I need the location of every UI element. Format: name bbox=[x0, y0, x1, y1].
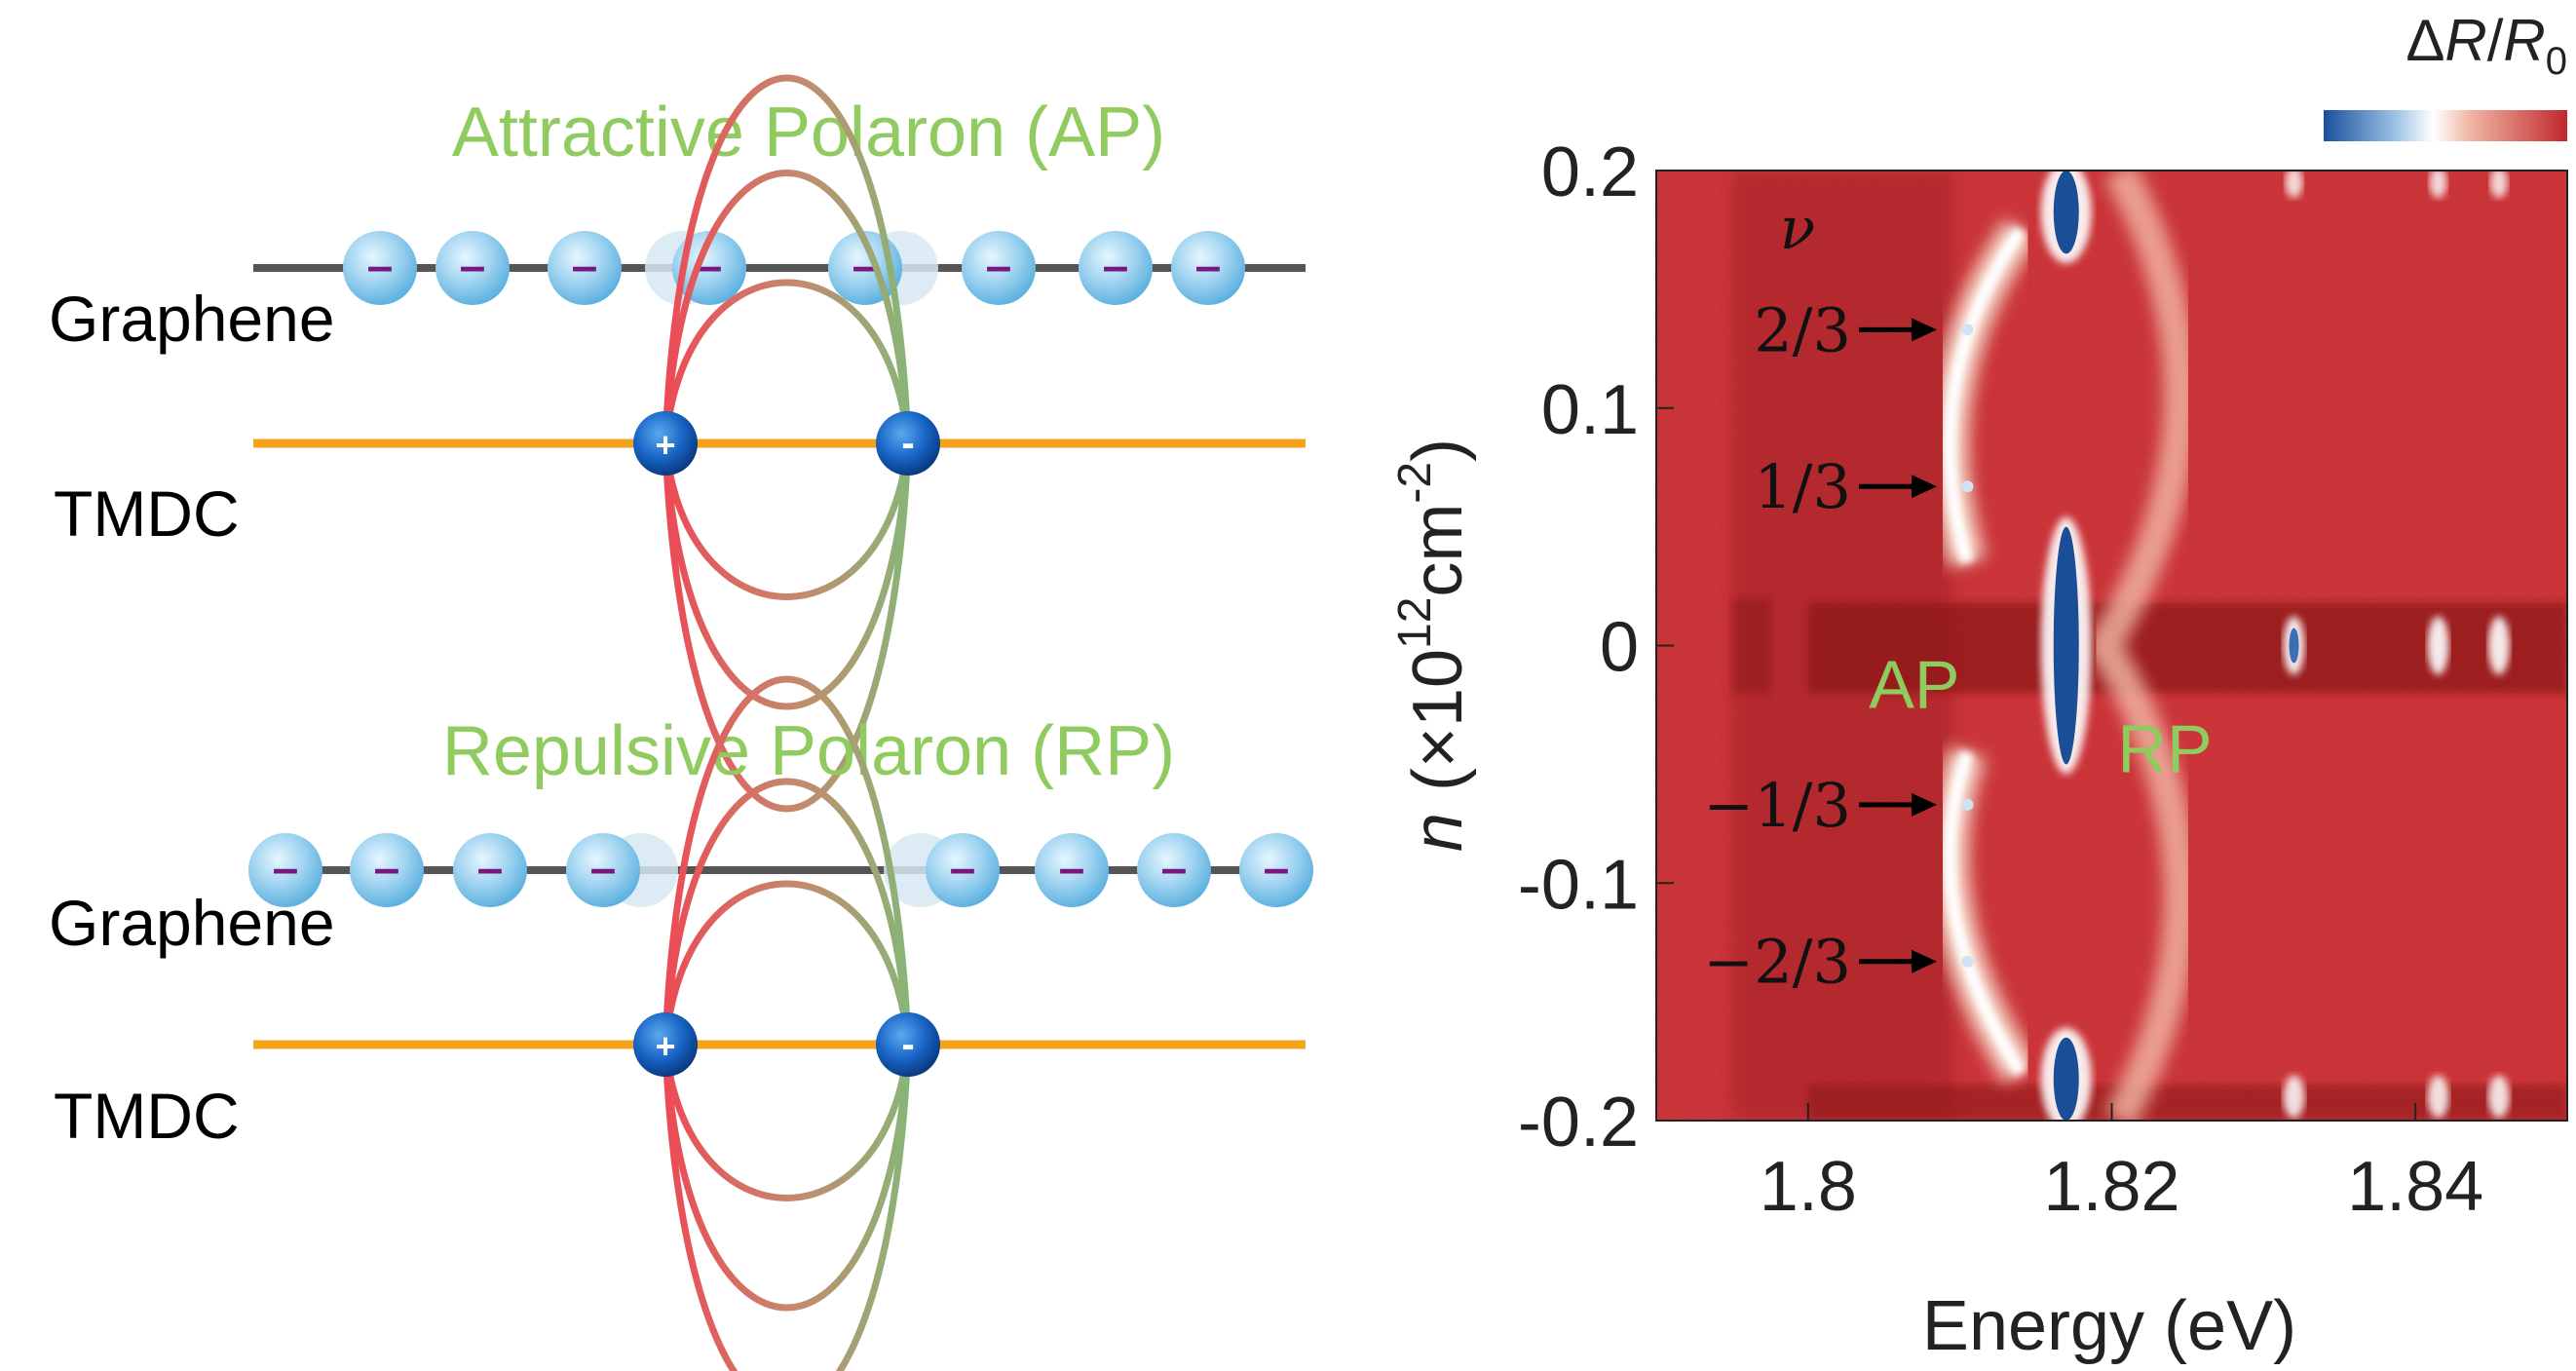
ap-electron: - bbox=[876, 411, 940, 476]
rp-hole: + bbox=[633, 1012, 698, 1077]
x-tick-label: 1.8 bbox=[1760, 1148, 1857, 1226]
rp-field-lines bbox=[662, 675, 912, 1371]
colorbar-label: ΔR/R0 bbox=[2406, 8, 2567, 83]
electron-sphere bbox=[453, 833, 527, 907]
charge-mark: – bbox=[572, 241, 598, 292]
electron-sphere bbox=[343, 231, 417, 305]
electron-sphere bbox=[926, 833, 1000, 907]
heatmap-chart: ΔR/R0 0.2 0.1 0 -0.1 -0.2 1.8 1.82 1.84 ν 2/3 1/3… bbox=[1389, 8, 2568, 1365]
field-line bbox=[662, 880, 912, 1048]
ap-hole: + bbox=[633, 411, 698, 476]
electron-sphere bbox=[1137, 833, 1211, 907]
field-line bbox=[662, 170, 912, 447]
ap-graphene-label: Graphene bbox=[49, 283, 335, 355]
charge-mark: – bbox=[460, 241, 486, 292]
charge-mark: – bbox=[590, 843, 617, 895]
electron-sphere bbox=[350, 833, 424, 907]
y-tick-label: 0.1 bbox=[1541, 371, 1639, 449]
charge-mark: – bbox=[477, 843, 504, 895]
branch-label: AP bbox=[1869, 647, 1959, 723]
charge-mark: – bbox=[1161, 843, 1188, 895]
rp-tmdc-label: TMDC bbox=[54, 1080, 240, 1152]
ap-diagram: Attractive Polaron (AP) – – – – – – – – + - Gra… bbox=[49, 74, 1306, 813]
electron-sphere bbox=[566, 833, 640, 907]
electron-sphere bbox=[1171, 231, 1245, 305]
charge-mark: – bbox=[1264, 843, 1290, 895]
field-line bbox=[662, 1041, 912, 1312]
field-line bbox=[662, 1041, 912, 1371]
heatmap-image bbox=[1656, 171, 2567, 1121]
x-axis-label: Energy (eV) bbox=[1922, 1287, 2296, 1365]
filling-arrowhead bbox=[1912, 949, 1937, 973]
electron-sphere bbox=[1035, 833, 1109, 907]
ap-tmdc-label: TMDC bbox=[54, 477, 240, 550]
filling-arrowhead bbox=[1912, 318, 1937, 342]
electron-sphere bbox=[962, 231, 1036, 305]
electron-sphere bbox=[248, 833, 322, 907]
charge-mark: – bbox=[273, 843, 299, 895]
field-line bbox=[662, 74, 912, 447]
y-tick-label: -0.2 bbox=[1518, 1084, 1639, 1162]
y-tick-label: 0.2 bbox=[1541, 133, 1639, 211]
ap-title: Attractive Polaron (AP) bbox=[452, 94, 1165, 171]
svg-text:+: + bbox=[655, 1026, 675, 1066]
rp-electron: - bbox=[876, 1012, 940, 1077]
charge-mark: – bbox=[986, 241, 1012, 292]
filling-label: −1/3 bbox=[1703, 770, 1851, 841]
rp-diagram: Repulsive Polaron (RP) – – – – – – – – + - Grap… bbox=[49, 675, 1313, 1371]
y-tick-label: 0 bbox=[1600, 609, 1639, 687]
field-line bbox=[662, 439, 912, 600]
rp-electron-balls: – – – – – – – – bbox=[248, 833, 1313, 907]
svg-text:-: - bbox=[901, 1023, 914, 1066]
charge-mark: – bbox=[1195, 241, 1222, 292]
field-line bbox=[662, 439, 912, 710]
svg-text:-: - bbox=[901, 422, 914, 465]
filling-arrowhead bbox=[1912, 792, 1937, 817]
electron-sphere bbox=[548, 231, 622, 305]
filling-label: 1/3 bbox=[1754, 451, 1851, 522]
charge-mark: – bbox=[1103, 241, 1129, 292]
electron-sphere bbox=[436, 231, 510, 305]
filling-label: 2/3 bbox=[1754, 294, 1851, 365]
y-axis-label: n(×1012cm-2) bbox=[1389, 438, 1477, 852]
rp-title: Repulsive Polaron (RP) bbox=[442, 712, 1175, 790]
field-line bbox=[662, 675, 912, 1048]
charge-mark: – bbox=[950, 843, 976, 895]
ap-field-lines bbox=[662, 74, 912, 813]
ap-electron-balls: – – – – – – – – bbox=[343, 231, 1245, 305]
electron-sphere bbox=[1079, 231, 1153, 305]
electron-sphere bbox=[1239, 833, 1313, 907]
nu-label: ν bbox=[1780, 195, 1815, 263]
charge-mark: – bbox=[367, 241, 394, 292]
x-tick-label: 1.82 bbox=[2043, 1148, 2179, 1226]
x-tick-label: 1.84 bbox=[2347, 1148, 2483, 1226]
field-line bbox=[662, 439, 912, 813]
colorbar bbox=[2324, 110, 2567, 141]
filling-label: −2/3 bbox=[1703, 927, 1851, 998]
charge-mark: – bbox=[374, 843, 400, 895]
filling-arrowhead bbox=[1912, 475, 1937, 499]
y-tick-label: -0.1 bbox=[1518, 846, 1639, 924]
rp-graphene-label: Graphene bbox=[49, 887, 335, 959]
field-line bbox=[662, 279, 912, 447]
svg-text:+: + bbox=[655, 425, 675, 465]
branch-label: RP bbox=[2117, 710, 2212, 786]
charge-mark: – bbox=[1059, 843, 1085, 895]
field-line bbox=[662, 778, 912, 1048]
field-line bbox=[662, 1041, 912, 1201]
